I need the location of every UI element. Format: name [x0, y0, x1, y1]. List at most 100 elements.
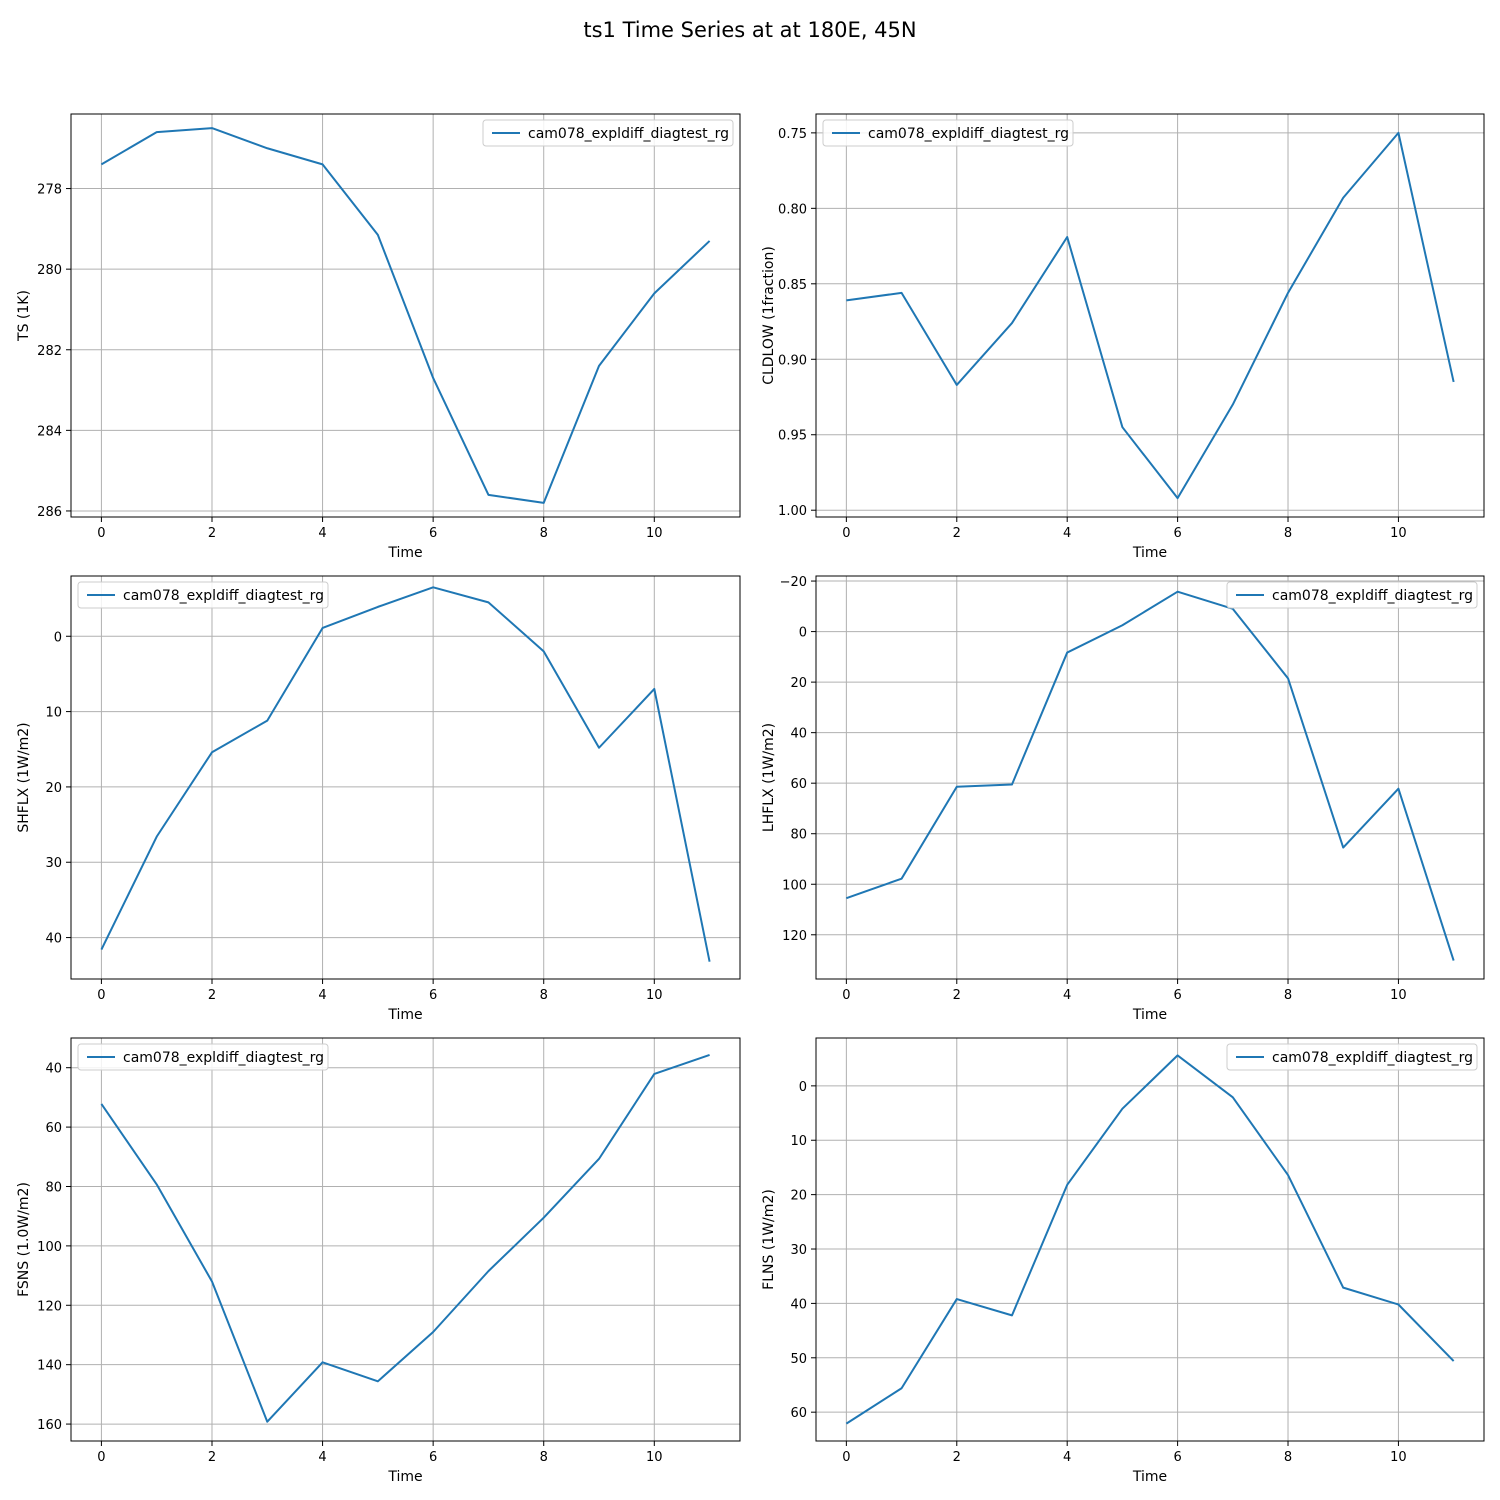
legend-box: [77, 581, 329, 609]
series-line: [100, 586, 711, 962]
legend-label: cam078_expldiff_diagtest_rg: [123, 1050, 324, 1066]
subplot-2: 0 2 4 6 8 10 0.75 0.80 0.85 0.90 0.95 1.00 Time CLDLO…: [761, 113, 1485, 561]
axes-frame: [70, 113, 741, 518]
x-tick-label: 10: [646, 526, 663, 541]
x-tick-label: 6: [429, 1450, 437, 1465]
x-tick-label: 0: [97, 1450, 105, 1465]
x-tick-label: 6: [429, 526, 437, 541]
axes-frame: [815, 575, 1485, 980]
series-line: [100, 127, 711, 504]
y-tick-label: 100: [37, 1240, 62, 1255]
y-tick-label: 20: [45, 781, 62, 796]
y-tick-label: 282: [37, 344, 62, 359]
x-tick-label: 2: [208, 988, 216, 1003]
figure-title: ts1 Time Series at at 180E, 45N: [583, 18, 916, 42]
x-tick-label: 0: [842, 1450, 850, 1465]
y-axis-label: TS (1K): [16, 290, 32, 342]
y-tick-label: 20: [790, 1189, 807, 1204]
x-tick-label: 6: [1173, 988, 1181, 1003]
legend: cam078_expldiff_diagtest_rg: [482, 119, 734, 147]
x-tick-label: 6: [1173, 526, 1181, 541]
series-line: [845, 1054, 1455, 1425]
y-tick-label: 60: [45, 1121, 62, 1136]
y-tick-label: 80: [790, 828, 807, 843]
y-tick-label: 10: [45, 706, 62, 721]
y-tick-label: 0.80: [778, 202, 807, 217]
y-tick-label: 30: [790, 1243, 807, 1258]
series-line: [846, 590, 1455, 961]
x-tick-label: 4: [1063, 1450, 1071, 1465]
y-tick-label: 0: [799, 626, 807, 641]
y-tick-label: 278: [37, 183, 62, 198]
y-axis-label: CLDLOW (1fraction): [761, 246, 777, 385]
y-tick-label: 120: [37, 1299, 62, 1314]
y-tick-label: 140: [37, 1359, 62, 1374]
y-tick-label: 160: [37, 1418, 62, 1433]
x-tick-label: 2: [953, 526, 961, 541]
y-tick-label: 0.95: [778, 429, 807, 444]
legend-box: [482, 119, 734, 147]
y-tick-label: 50: [790, 1352, 807, 1367]
legend: cam078_expldiff_diagtest_rg: [1226, 1043, 1478, 1071]
subplot-5: 0 2 4 6 8 10 40 60 80 100 120 140 160 Time FSNS (1.0W/…: [16, 1037, 741, 1485]
y-tick-label: 0: [54, 630, 62, 645]
x-tick-label: 0: [842, 526, 850, 541]
legend: cam078_expldiff_diagtest_rg: [822, 119, 1074, 147]
y-tick-label: 40: [45, 1062, 62, 1077]
legend-label: cam078_expldiff_diagtest_rg: [868, 126, 1069, 142]
y-tick-label: 280: [37, 263, 62, 278]
x-axis-label: Time: [387, 545, 422, 561]
y-tick-label: 30: [45, 856, 62, 871]
x-tick-label: 4: [1063, 988, 1071, 1003]
subplot-4: 0 2 4 6 8 10 −20 0 20 40 60 80 100 120 Time LHFLX (1W/m…: [761, 575, 1485, 1023]
legend-label: cam078_expldiff_diagtest_rg: [123, 588, 324, 604]
legend-label: cam078_expldiff_diagtest_rg: [528, 126, 729, 142]
y-tick-label: −20: [780, 575, 807, 590]
x-tick-label: 2: [953, 1450, 961, 1465]
x-tick-label: 0: [97, 988, 105, 1003]
x-tick-label: 6: [1173, 1450, 1181, 1465]
x-tick-label: 4: [318, 526, 326, 541]
legend-box: [822, 119, 1074, 147]
legend-box: [77, 1043, 329, 1071]
y-tick-label: 20: [790, 676, 807, 691]
axes-frame: [70, 575, 741, 980]
y-axis-label: SHFLX (1W/m2): [16, 722, 32, 832]
y-tick-label: 60: [790, 777, 807, 792]
y-tick-label: 1.00: [778, 504, 807, 519]
y-tick-label: 286: [37, 505, 62, 520]
y-tick-label: 80: [45, 1180, 62, 1195]
subplot-1: 0 2 4 6 8 10 278 280 282 284 286 Time TS (1K) cam078_…: [16, 113, 741, 561]
x-tick-label: 2: [953, 988, 961, 1003]
x-tick-label: 10: [1390, 1450, 1407, 1465]
y-tick-label: 100: [782, 878, 807, 893]
legend-box: [1226, 1043, 1478, 1071]
y-tick-label: 0.90: [778, 353, 807, 368]
y-tick-label: 284: [37, 424, 62, 439]
x-axis-label: Time: [1132, 1469, 1167, 1485]
y-tick-label: 0.75: [778, 127, 807, 142]
y-tick-label: 40: [790, 727, 807, 742]
y-tick-label: 40: [45, 932, 62, 947]
x-tick-label: 2: [208, 526, 216, 541]
legend-label: cam078_expldiff_diagtest_rg: [1272, 1050, 1473, 1066]
x-axis-label: Time: [1132, 545, 1167, 561]
x-tick-label: 0: [97, 526, 105, 541]
y-axis-label: LHFLX (1W/m2): [761, 723, 777, 832]
x-tick-label: 6: [429, 988, 437, 1003]
x-tick-label: 8: [1284, 988, 1292, 1003]
legend-box: [1226, 581, 1478, 609]
x-axis-label: Time: [1132, 1007, 1167, 1023]
x-tick-label: 10: [1390, 526, 1407, 541]
x-tick-label: 4: [318, 988, 326, 1003]
y-tick-label: 40: [790, 1297, 807, 1312]
axes-frame: [70, 1037, 741, 1442]
legend: cam078_expldiff_diagtest_rg: [77, 1043, 329, 1071]
x-tick-label: 0: [842, 988, 850, 1003]
x-tick-label: 8: [540, 1450, 548, 1465]
x-axis-label: Time: [387, 1469, 422, 1485]
legend-label: cam078_expldiff_diagtest_rg: [1272, 588, 1473, 604]
legend: cam078_expldiff_diagtest_rg: [1226, 581, 1478, 609]
y-tick-label: 60: [790, 1406, 807, 1421]
